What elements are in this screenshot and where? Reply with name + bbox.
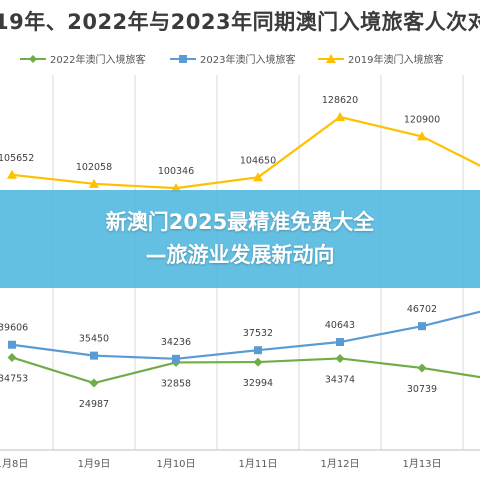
data-point (7, 169, 17, 179)
data-point (253, 172, 263, 182)
data-point (171, 183, 181, 193)
legend-swatch-2022 (20, 53, 46, 65)
data-label: 34753 (0, 373, 28, 384)
data-label: 120900 (404, 114, 440, 125)
data-label: 105652 (0, 153, 34, 164)
data-point (335, 353, 345, 363)
data-label: 32994 (243, 378, 273, 389)
banner-title: 新澳门2025最精准免费大全 (105, 210, 375, 234)
data-label: 34236 (161, 337, 191, 348)
x-tick-label: 1月13日 (402, 458, 441, 470)
legend-item-2023: 2023年澳门入境旅客 (170, 51, 295, 66)
data-point (253, 357, 263, 367)
data-point (89, 178, 99, 188)
legend-swatch-2019 (318, 53, 344, 65)
banner-subtitle: —旅游业发展新动向 (145, 243, 335, 267)
data-label: 34374 (325, 374, 355, 385)
legend-swatch-2023 (170, 53, 196, 65)
data-point (254, 346, 262, 355)
data-label: 32858 (161, 378, 191, 389)
data-label: 40643 (325, 320, 355, 331)
data-label: 30739 (407, 384, 437, 395)
data-point (172, 354, 180, 363)
data-label: 35450 (79, 334, 109, 345)
data-label: 39606 (0, 323, 28, 334)
data-point (90, 351, 98, 360)
legend-item-2019: 2019年澳门入境旅客 (318, 51, 443, 66)
data-point (418, 322, 426, 331)
x-tick-label: 1月10日 (156, 458, 195, 470)
data-label: 104650 (240, 155, 276, 166)
x-tick-label: 1月8日 (0, 458, 28, 470)
data-point (89, 378, 99, 388)
data-point (417, 363, 427, 373)
chart-title: 19年、2022年与2023年同期澳门入境旅客人次对 (0, 10, 480, 34)
data-label: 24987 (79, 399, 109, 410)
data-point (335, 112, 345, 121)
x-tick-label: 1月9日 (78, 458, 111, 470)
data-point (7, 352, 17, 362)
legend-label-2022: 2022年澳门入境旅客 (50, 55, 146, 66)
legend-label-2023: 2023年澳门入境旅客 (200, 55, 296, 66)
data-point (336, 338, 344, 347)
x-tick-label: 1月12日 (320, 458, 359, 470)
data-label: 128620 (322, 95, 358, 106)
x-tick-label: 1月11日 (238, 458, 277, 470)
data-label: 102058 (76, 162, 112, 173)
data-point (8, 340, 16, 349)
data-point (417, 131, 427, 141)
legend-item-2022: 2022年澳门入境旅客 (20, 51, 145, 66)
data-label: 100346 (158, 166, 194, 177)
legend-label-2019: 2019年澳门入境旅客 (348, 55, 444, 66)
data-label: 46702 (407, 304, 437, 315)
series-line (11, 115, 480, 190)
overlay-banner: 新澳门2025最精准免费大全 —旅游业发展新动向 (0, 190, 480, 288)
data-label: 37532 (243, 328, 273, 339)
